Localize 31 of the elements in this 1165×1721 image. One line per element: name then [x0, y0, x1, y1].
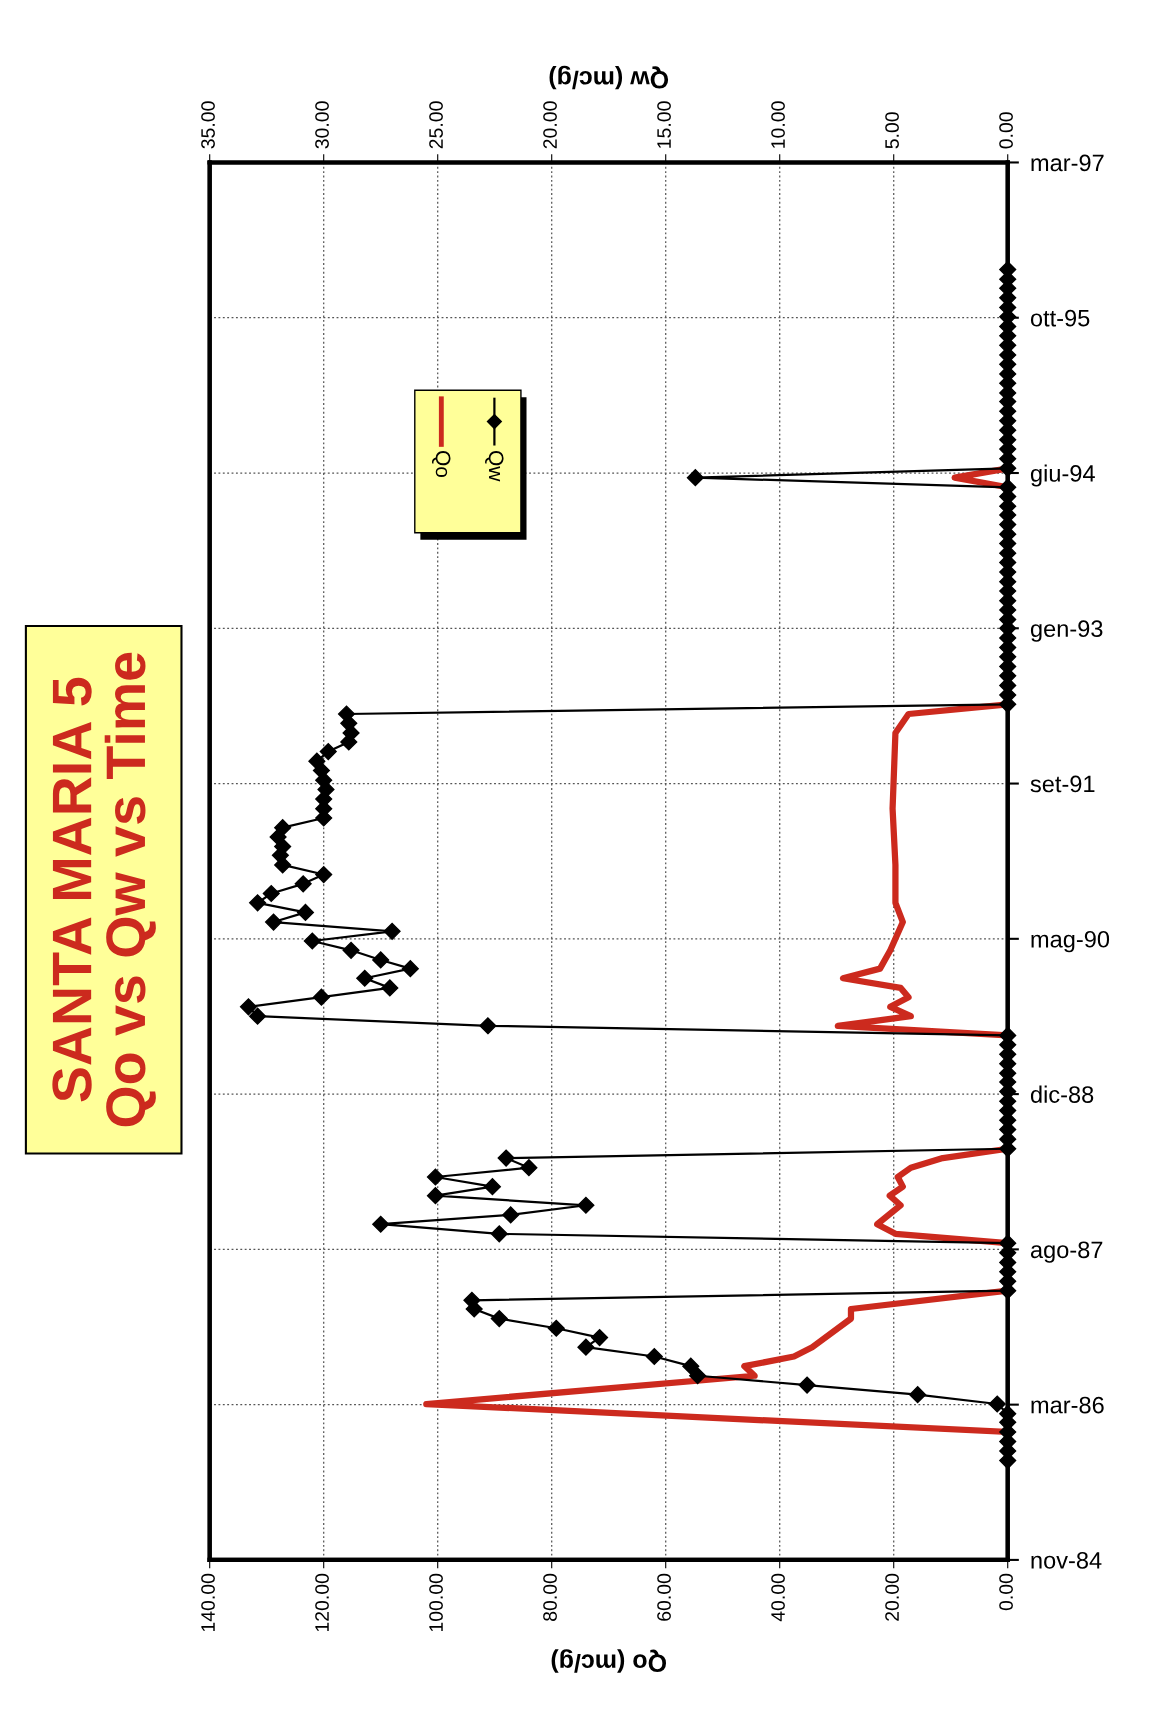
x-axis-title: Qo (mc/g) [551, 1649, 667, 1673]
x-tick-label: 60.00 [657, 1573, 671, 1621]
x-tick-label: 140.00 [201, 1573, 215, 1632]
x2-axis-title: Qw (mc/g) [549, 65, 669, 90]
legend-label: Qw [485, 451, 504, 482]
y-tick-label: giu-94 [1030, 464, 1095, 487]
x2-tick-label: 0.00 [999, 112, 1013, 149]
x2-tick-label: 25.00 [429, 101, 443, 149]
x-tick-label: 100.00 [429, 1573, 443, 1632]
x2-tick-label: 30.00 [315, 101, 329, 149]
x2-tick-label: 10.00 [771, 101, 785, 148]
x-tick-label: 80.00 [543, 1573, 557, 1621]
y-tick-label: mar-86 [1031, 1396, 1104, 1414]
y-tick-label: dic-88 [1030, 1085, 1094, 1103]
text: SANTA MARIA 5 Qo vs Qw vs Time [52, 652, 156, 1127]
x2-tick-label: 5.00 [885, 112, 899, 149]
y-tick-label: ott-95 [1030, 309, 1090, 327]
x-tick-label: 20.00 [885, 1573, 899, 1621]
x2-tick-label: 15.00 [657, 101, 671, 148]
legend-label: Qo [432, 451, 451, 478]
x2-tick-label: 20.00 [543, 101, 557, 149]
y-tick-label: set-91 [1030, 775, 1095, 793]
y-tick-label: mar-97 [1031, 154, 1104, 172]
x-tick-label: 40.00 [771, 1573, 785, 1622]
x2-tick-label: 35.00 [201, 101, 215, 149]
y-tick-label: gen-93 [1030, 620, 1103, 642]
x-tick-label: 120.00 [315, 1573, 329, 1632]
y-tick-label: mag-90 [1031, 930, 1110, 953]
x-tick-label: 0.00 [999, 1573, 1013, 1611]
y-tick-label: ago-87 [1030, 1241, 1103, 1263]
y-tick-label: nov-84 [1031, 1551, 1102, 1569]
